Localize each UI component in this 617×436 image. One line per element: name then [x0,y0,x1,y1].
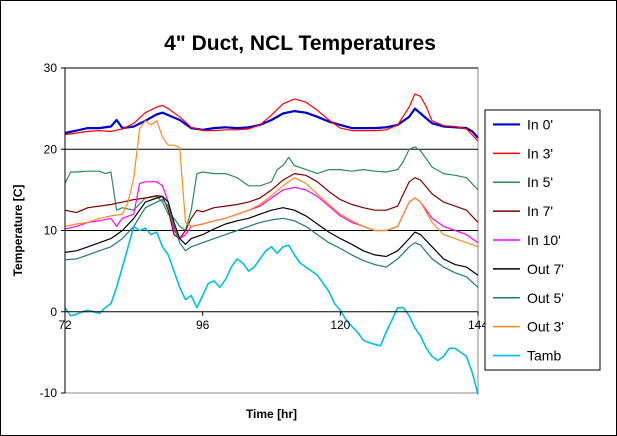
chart-title: 4" Duct, NCL Temperatures [164,32,436,55]
legend-label: In 10' [527,232,561,248]
x-tick-label: 144 [468,318,488,332]
series-line-2 [64,146,479,232]
series-line-6 [64,199,479,288]
y-tick-label: 10 [44,224,58,238]
series-line-7 [64,120,479,248]
series-line-5 [64,195,479,276]
series-line-3 [64,173,479,240]
legend-label: In 5' [527,174,553,190]
legend-label: In 7' [527,203,553,219]
series-line-1 [64,93,479,142]
series-line-0 [64,107,479,139]
series-layer [64,93,479,395]
legend-label: In 0' [527,116,553,132]
series-line-8 [64,225,479,395]
legend-label: Out 5' [527,290,564,306]
x-axis-label: Time [hr] [246,407,297,421]
y-tick-label: 20 [44,142,58,156]
y-tick-label: 30 [44,61,58,75]
x-tick-label: 120 [330,318,350,332]
axes: -10 0 10 20 30 72 96 120 144 [40,61,489,400]
legend-label: Out 7' [527,261,564,277]
legend: In 0' In 3' In 5' In 7' In 10' Out 7' Out 5' Ou… [484,109,601,371]
y-axis-label: Temperature [C] [11,185,25,277]
legend-label: In 3' [527,145,553,161]
legend-label: Out 3' [527,319,564,335]
y-tick-label: -10 [40,386,58,400]
y-tick-label: 0 [50,305,57,319]
gridlines [65,67,478,231]
legend-label: Tamb [527,348,561,364]
x-tick-label: 96 [196,318,210,332]
x-tick-label: 72 [58,318,72,332]
